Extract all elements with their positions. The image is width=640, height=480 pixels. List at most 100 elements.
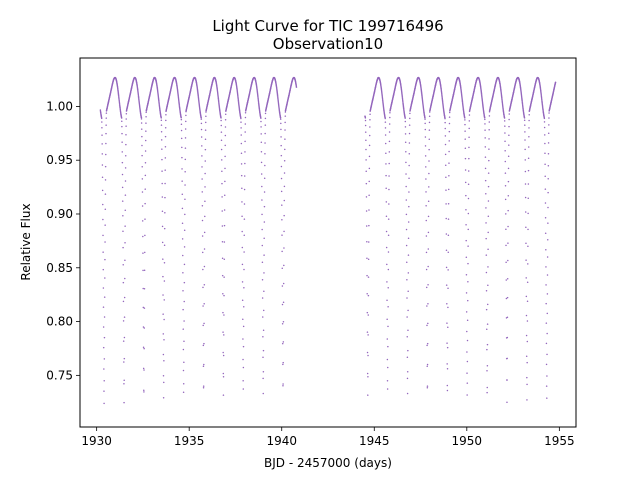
data-point	[202, 344, 205, 347]
data-point	[368, 180, 370, 183]
data-point	[426, 363, 429, 366]
data-point	[424, 155, 427, 157]
data-point	[164, 169, 166, 171]
data-point	[545, 302, 547, 305]
data-point	[364, 119, 367, 122]
data-point	[463, 117, 466, 119]
data-point	[183, 281, 186, 284]
data-point	[295, 86, 298, 88]
data-point	[224, 194, 226, 197]
data-point	[264, 164, 266, 167]
data-point	[201, 191, 203, 193]
data-point	[244, 111, 247, 114]
data-point	[427, 322, 429, 325]
data-point	[486, 364, 489, 367]
data-point	[260, 133, 262, 135]
data-point	[487, 248, 489, 250]
data-point	[407, 221, 410, 223]
data-point	[407, 349, 409, 352]
data-point	[365, 196, 368, 198]
data-point	[223, 241, 226, 243]
data-point	[467, 299, 469, 302]
data-point	[528, 119, 530, 122]
data-point	[525, 295, 528, 298]
data-point	[144, 218, 146, 220]
data-point	[446, 303, 448, 305]
data-point	[104, 193, 107, 195]
data-point	[486, 386, 488, 389]
data-point	[223, 209, 226, 211]
data-point	[447, 287, 449, 290]
data-point	[387, 268, 390, 271]
data-point	[204, 186, 206, 188]
data-point	[122, 340, 125, 342]
data-point	[261, 279, 264, 281]
data-point	[506, 316, 509, 318]
data-point	[243, 234, 245, 236]
data-point	[386, 338, 389, 340]
data-point	[164, 182, 166, 185]
data-point	[543, 117, 546, 120]
data-point	[125, 118, 127, 120]
data-point	[123, 357, 126, 360]
data-point	[426, 305, 428, 307]
data-point	[546, 332, 548, 335]
data-point	[525, 226, 527, 228]
data-point	[488, 128, 490, 131]
data-point	[263, 191, 266, 193]
data-point	[181, 156, 183, 159]
data-point	[122, 300, 125, 303]
data-point	[547, 142, 550, 144]
data-point	[240, 117, 242, 120]
data-point	[105, 117, 107, 119]
data-point	[485, 271, 488, 274]
data-point	[366, 257, 368, 260]
data-point	[507, 180, 510, 183]
data-point	[387, 366, 389, 369]
data-point	[505, 261, 507, 264]
data-point	[505, 297, 508, 300]
plot-frame	[79, 57, 577, 428]
data-point	[368, 134, 371, 137]
data-point	[447, 218, 450, 220]
data-point	[467, 183, 470, 185]
data-point	[447, 326, 449, 328]
data-point	[425, 191, 427, 193]
data-point	[485, 308, 488, 311]
data-point	[504, 160, 507, 163]
data-point	[447, 269, 449, 271]
data-point	[220, 148, 223, 151]
data-point	[405, 173, 407, 175]
data-point	[488, 138, 490, 140]
data-point	[122, 230, 124, 232]
data-point	[160, 139, 163, 141]
data-point	[428, 148, 430, 151]
data-point	[202, 385, 205, 387]
data-point	[164, 211, 166, 214]
data-point	[104, 224, 106, 226]
data-point	[426, 344, 428, 347]
data-point	[283, 230, 285, 233]
data-point	[101, 189, 104, 192]
data-point	[546, 256, 549, 258]
data-point	[183, 246, 186, 248]
data-point	[466, 339, 469, 342]
data-point	[504, 150, 506, 152]
data-point	[102, 346, 105, 349]
data-point	[448, 162, 450, 164]
data-point	[144, 161, 147, 164]
data-point	[467, 228, 469, 231]
x-axis-ticks: 1930 1935 1940 1945 1950 1955	[81, 427, 575, 448]
data-point	[505, 228, 507, 230]
data-point	[123, 336, 126, 339]
data-point	[543, 121, 546, 123]
data-point	[467, 197, 470, 200]
data-point	[487, 185, 490, 188]
data-point	[264, 117, 267, 120]
data-point	[407, 309, 409, 312]
data-point	[262, 316, 264, 318]
data-point	[141, 144, 143, 147]
data-point	[123, 382, 125, 385]
data-point	[388, 162, 390, 165]
